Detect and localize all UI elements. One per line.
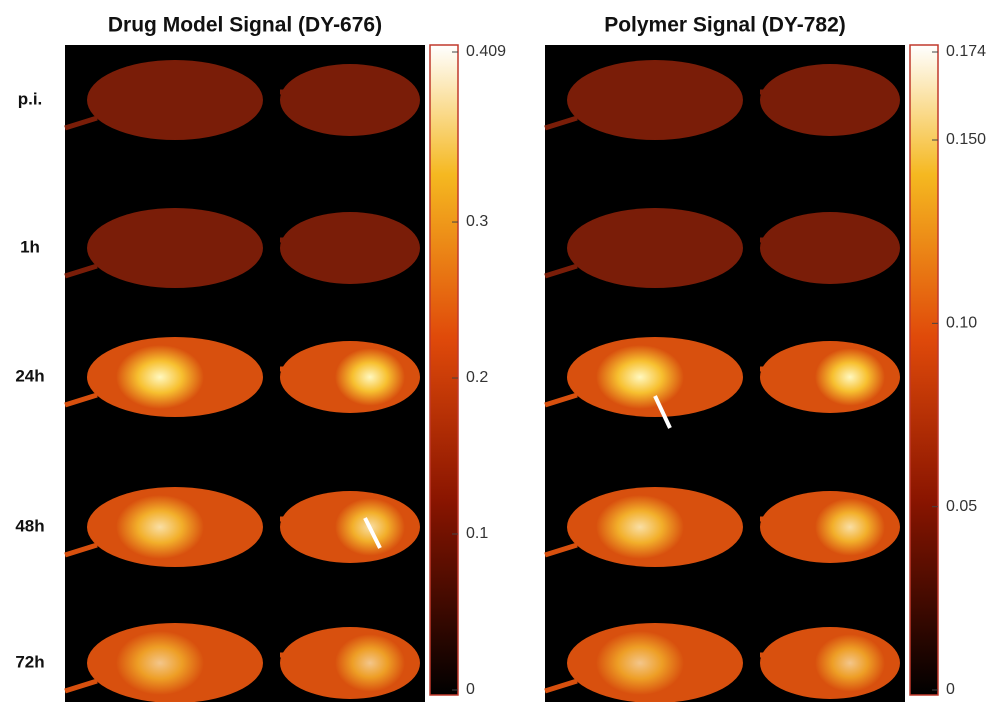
mouse-body bbox=[567, 208, 743, 288]
signal-spot bbox=[596, 345, 684, 409]
panel-title: Polymer Signal (DY-782) bbox=[604, 14, 846, 37]
colorbar-tick-label: 0.1 bbox=[466, 525, 488, 542]
colorbar-tick-label: 0.174 bbox=[946, 43, 986, 60]
mouse-body bbox=[87, 208, 263, 288]
signal-spot bbox=[815, 498, 885, 556]
colorbar-tick-label: 0.2 bbox=[466, 369, 488, 386]
colorbar-tick-label: 0.05 bbox=[946, 498, 977, 515]
signal-spot bbox=[596, 495, 684, 559]
row-label: 48h bbox=[15, 516, 44, 535]
colorbar-tick-label: 0.150 bbox=[946, 131, 986, 148]
row-label: 72h bbox=[15, 652, 44, 671]
signal-spot bbox=[335, 634, 405, 692]
colorbar bbox=[910, 45, 938, 695]
colorbar-tick-label: 0.10 bbox=[946, 315, 977, 332]
signal-spot bbox=[335, 348, 405, 406]
signal-spot bbox=[116, 495, 204, 559]
row-label: 1h bbox=[20, 237, 40, 256]
signal-spot bbox=[815, 348, 885, 406]
row-label: 24h bbox=[15, 366, 44, 385]
signal-spot bbox=[815, 634, 885, 692]
signal-spot bbox=[116, 345, 204, 409]
figure: Drug Model Signal (DY-676) 0.409 0.3 0.2 0.1… bbox=[0, 0, 995, 702]
row-label: p.i. bbox=[18, 89, 43, 108]
signal-spot bbox=[596, 631, 684, 695]
panel-title: Drug Model Signal (DY-676) bbox=[108, 14, 382, 37]
mouse-body bbox=[280, 212, 420, 284]
colorbar-tick-label: 0 bbox=[946, 681, 955, 698]
mouse-body bbox=[87, 60, 263, 140]
mouse-body bbox=[567, 60, 743, 140]
mouse-body bbox=[280, 64, 420, 136]
colorbar-tick-label: 0.3 bbox=[466, 213, 488, 230]
colorbar bbox=[430, 45, 458, 695]
mouse-body bbox=[760, 212, 900, 284]
colorbar-tick-label: 0 bbox=[466, 681, 475, 698]
colorbar-tick-label: 0.409 bbox=[466, 43, 506, 60]
mouse-body bbox=[760, 64, 900, 136]
signal-spot bbox=[116, 631, 204, 695]
